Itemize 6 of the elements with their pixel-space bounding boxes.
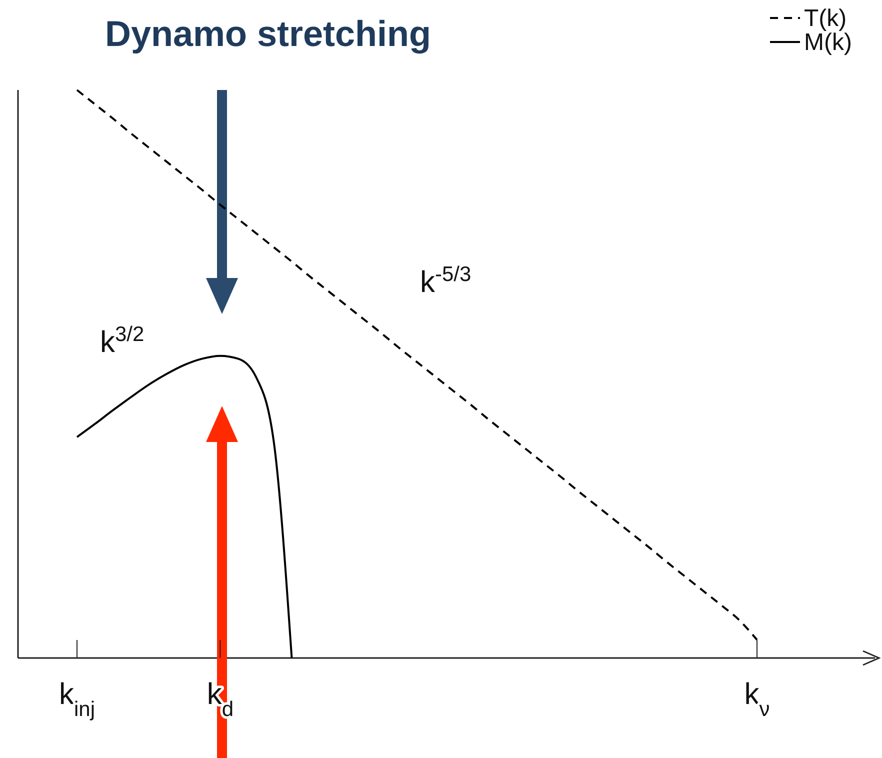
x-tick-label: k$_{inj}$ — [58, 678, 96, 720]
chart-title: Dynamo stretching — [104, 13, 432, 54]
x-tick-label: k$_{ν}$ — [744, 678, 770, 720]
annotation: k$^{3/2}$ — [100, 322, 144, 359]
annotation: k$^{-5/3}$ — [420, 262, 472, 299]
legend-label: T(k) — [804, 5, 847, 32]
